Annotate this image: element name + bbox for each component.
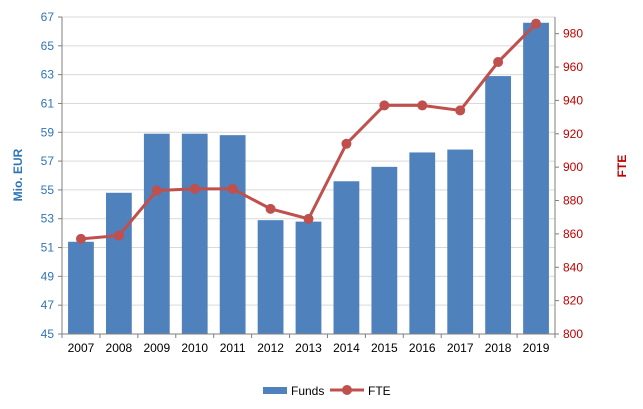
axes [58, 16, 559, 338]
legend-funds-swatch [263, 387, 287, 394]
point-fte-2017 [455, 105, 466, 116]
x-tick-label: 2015 [371, 341, 398, 355]
y-right-tick-label: 880 [563, 194, 583, 208]
x-tick-label: 2019 [523, 341, 550, 355]
y-left-tick-label: 59 [41, 125, 55, 139]
x-tick-label: 2012 [257, 341, 284, 355]
y-left-tick-label: 67 [41, 10, 55, 24]
x-tick-label: 2011 [220, 341, 246, 355]
y-right-tick-label: 840 [563, 260, 583, 274]
point-fte-2012 [265, 203, 276, 214]
bar-funds-2010 [181, 133, 208, 334]
y-left-tick-label: 63 [41, 68, 55, 82]
bar-funds-2012 [257, 220, 284, 334]
legend: Funds FTE [263, 384, 391, 398]
bar-funds-2017 [447, 149, 474, 334]
point-fte-2007 [75, 233, 86, 244]
bar-funds-2016 [409, 152, 436, 334]
bar-funds-2007 [68, 241, 94, 334]
fte-line [75, 18, 542, 244]
bar-funds-2011 [219, 135, 246, 334]
y-axis-left-title: Mio. EUR [11, 148, 25, 201]
point-fte-2010 [189, 183, 200, 194]
bar-funds-2015 [371, 166, 398, 334]
point-fte-2014 [341, 138, 352, 149]
y-axis-right-title: FTE [615, 155, 629, 178]
y-right-tick-label: 900 [563, 160, 583, 174]
x-tick-label: 2013 [295, 341, 322, 355]
bar-funds-2008 [105, 192, 132, 334]
tick-labels: 45 47 49 51 53 55 57 59 61 63 65 67 800 820 840 860 880 9… [41, 10, 584, 355]
y-right-tick-label: 980 [563, 27, 583, 41]
y-left-tick-label: 45 [41, 327, 55, 341]
y-left-tick-label: 49 [41, 269, 55, 283]
y-right-tick-label: 920 [563, 127, 583, 141]
bar-funds-2013 [295, 221, 322, 334]
funds-bars [68, 22, 549, 334]
y-right-tick-label: 820 [563, 294, 583, 308]
y-left-tick-label: 47 [41, 298, 55, 312]
x-tick-label: 2009 [143, 341, 170, 355]
x-tick-label: 2017 [447, 341, 474, 355]
point-fte-2011 [227, 183, 238, 194]
legend-funds-label: Funds [291, 384, 324, 398]
x-tick-label: 2014 [333, 341, 360, 355]
y-left-tick-label: 57 [41, 154, 55, 168]
bar-funds-2018 [485, 76, 512, 334]
y-left-tick-label: 55 [41, 183, 55, 197]
x-tick-label: 2007 [68, 341, 95, 355]
point-fte-2008 [113, 230, 124, 241]
point-fte-2018 [493, 57, 504, 68]
y-left-tick-label: 51 [41, 241, 55, 255]
point-fte-2015 [379, 100, 390, 111]
y-left-tick-label: 53 [41, 212, 55, 226]
y-right-tick-label: 960 [563, 60, 583, 74]
y-right-tick-label: 940 [563, 93, 583, 107]
y-right-tick-label: 860 [563, 227, 583, 241]
point-fte-2013 [303, 213, 314, 224]
x-tick-label: 2016 [409, 341, 436, 355]
bar-funds-2009 [143, 133, 170, 334]
legend-fte-marker [342, 385, 352, 395]
point-fte-2016 [417, 100, 428, 111]
x-tick-label: 2008 [106, 341, 133, 355]
legend-fte-label: FTE [368, 384, 391, 398]
point-fte-2019 [531, 18, 542, 29]
y-right-tick-label: 800 [563, 327, 583, 341]
bar-funds-2019 [523, 22, 549, 334]
y-left-tick-label: 61 [41, 96, 55, 110]
point-fte-2009 [151, 185, 162, 196]
x-tick-label: 2010 [181, 341, 208, 355]
y-left-tick-label: 65 [41, 39, 55, 53]
bar-funds-2014 [333, 181, 360, 334]
x-tick-label: 2018 [485, 341, 512, 355]
